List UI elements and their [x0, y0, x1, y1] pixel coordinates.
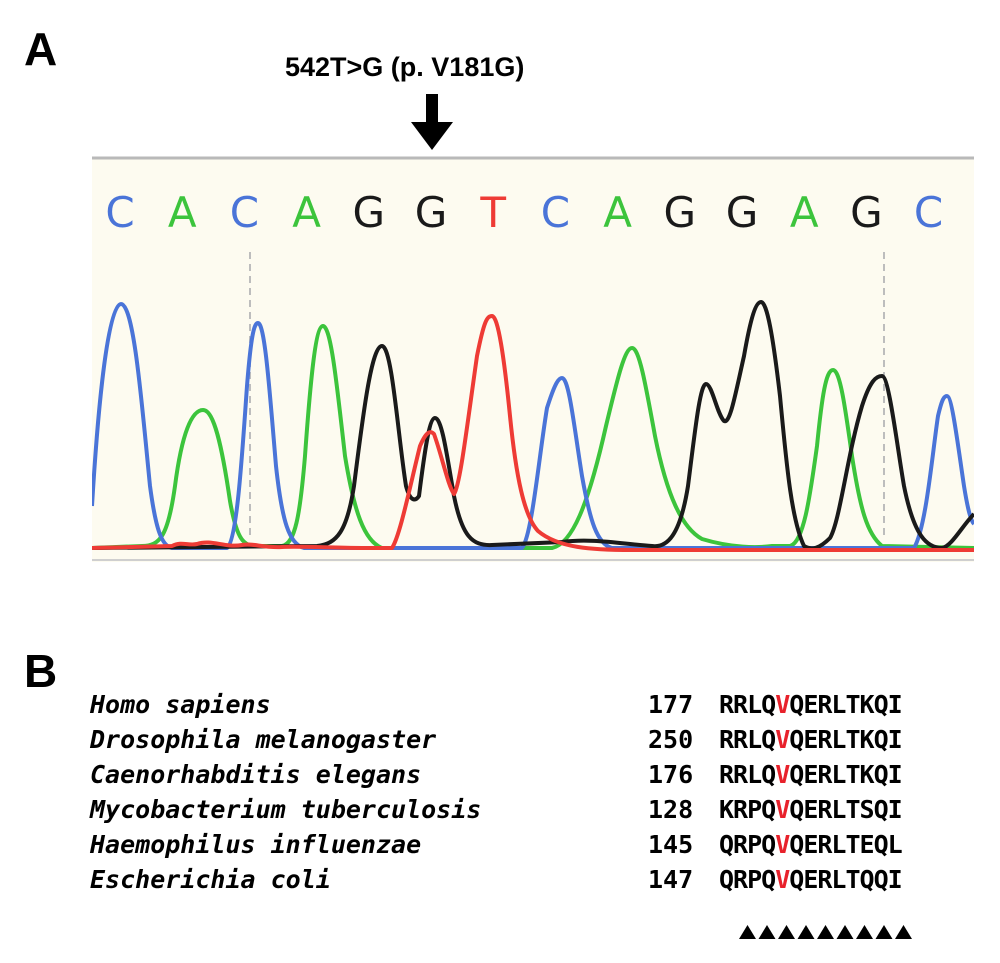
species-name: Haemophilus influenzae — [90, 830, 422, 859]
base-call-a: A — [790, 188, 819, 237]
sequence: KRPQVQERLTSQI — [719, 795, 903, 824]
conserved-markers — [739, 925, 912, 939]
trace-g-black — [92, 300, 974, 551]
base-call-g: G — [726, 188, 759, 237]
panel-a-label: A — [24, 23, 58, 75]
residue-position: 145 — [648, 830, 694, 859]
sequence-suffix: QERLTKQI — [789, 760, 902, 789]
sequence-prefix: QRPQ — [719, 865, 776, 894]
conserved-triangle-icon — [797, 925, 815, 939]
base-call-g: G — [353, 188, 386, 237]
base-call-c: C — [914, 188, 943, 237]
highlighted-residue: V — [775, 830, 790, 859]
conserved-triangle-icon — [778, 925, 795, 939]
sequence: RRLQVQERLTKQI — [719, 725, 903, 754]
down-arrow-icon — [411, 94, 453, 150]
sequence: QRPQVQERLTQQI — [719, 865, 903, 894]
species-name: Escherichia coli — [90, 865, 331, 894]
residue-position: 128 — [648, 795, 694, 824]
sequence: RRLQVQERLTKQI — [719, 690, 903, 719]
sequence-prefix: RRLQ — [719, 760, 776, 789]
conserved-triangle-icon — [739, 925, 756, 939]
base-call-g: G — [664, 188, 697, 237]
base-call-a: A — [603, 188, 632, 237]
sequence-prefix: RRLQ — [719, 725, 776, 754]
conserved-triangle-icon — [758, 925, 776, 939]
base-call-a: A — [292, 188, 321, 237]
species-name: Caenorhabditis elegans — [90, 760, 422, 789]
highlighted-residue: V — [775, 690, 790, 719]
conserved-triangle-icon — [875, 925, 893, 939]
sequence-suffix: QERLTEQL — [789, 830, 902, 859]
conserved-triangle-icon — [836, 925, 854, 939]
sequence: QRPQVQERLTEQL — [719, 830, 903, 859]
highlighted-residue: V — [775, 865, 790, 894]
highlighted-residue: V — [775, 725, 790, 754]
conserved-triangle-icon — [817, 925, 834, 939]
species-name: Mycobacterium tuberculosis — [90, 795, 482, 824]
residue-position: 177 — [648, 690, 694, 719]
mutation-label: 542T>G (p. V181G) — [285, 52, 525, 82]
residue-position: 176 — [648, 760, 694, 789]
residue-position: 250 — [648, 725, 694, 754]
sequence-prefix: KRPQ — [719, 795, 776, 824]
sequence-suffix: QERLTKQI — [789, 725, 902, 754]
base-call-c: C — [105, 188, 134, 237]
sequence-suffix: QERLTKQI — [789, 690, 902, 719]
sequence-suffix: QERLTSQI — [789, 795, 902, 824]
base-call-g: G — [415, 188, 448, 237]
conserved-triangle-icon — [856, 925, 873, 939]
trace-t-red — [92, 314, 974, 552]
base-call-a: A — [168, 188, 197, 237]
trace-a-green — [92, 324, 974, 550]
panel-b-label: B — [24, 645, 58, 697]
base-call-g: G — [850, 188, 883, 237]
base-call-c: C — [541, 188, 570, 237]
base-call-t: T — [479, 188, 506, 237]
sequence-prefix: QRPQ — [719, 830, 776, 859]
residue-position: 147 — [648, 865, 694, 894]
highlighted-residue: V — [775, 795, 790, 824]
sequence: RRLQVQERLTKQI — [719, 760, 903, 789]
species-name: Drosophila melanogaster — [90, 725, 437, 754]
base-call-c: C — [230, 188, 259, 237]
sequence-prefix: RRLQ — [719, 690, 776, 719]
conserved-triangle-icon — [895, 925, 912, 939]
highlighted-residue: V — [775, 760, 790, 789]
species-name: Homo sapiens — [90, 690, 271, 719]
sequence-suffix: QERLTQQI — [789, 865, 902, 894]
